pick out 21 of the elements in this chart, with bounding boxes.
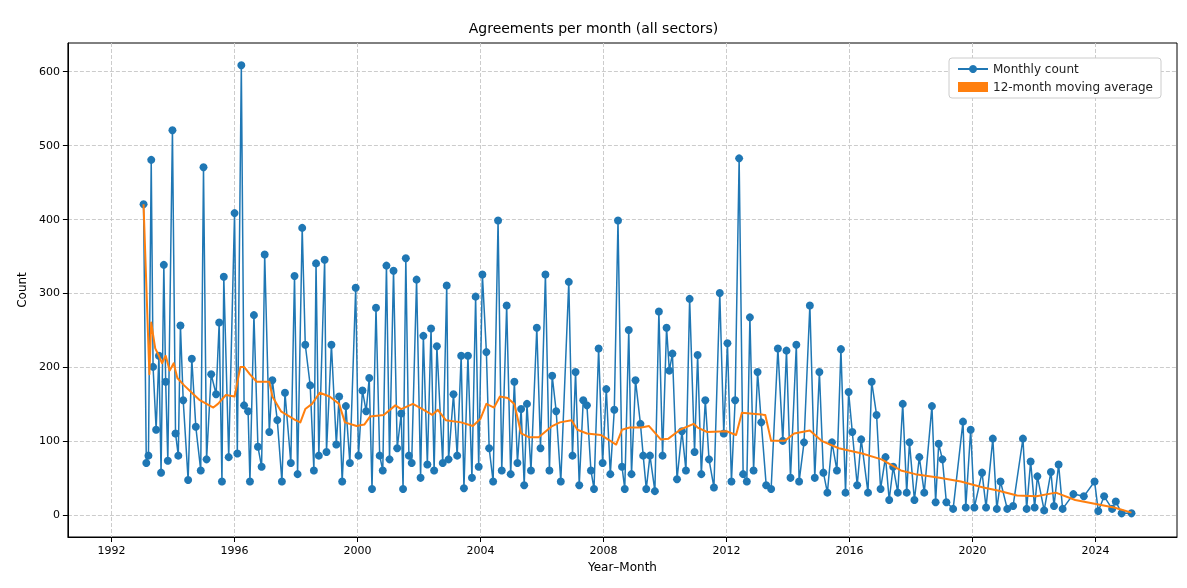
x-tick-label: 2024: [1081, 544, 1110, 557]
x-tick-label: 2020: [958, 544, 987, 557]
y-tick-label: 200: [38, 360, 60, 374]
x-tick-label: 2012: [712, 544, 741, 557]
y-tick-label: 300: [38, 286, 60, 300]
y-tick-label: 500: [38, 138, 60, 152]
x-tick-label: 2000: [343, 544, 372, 557]
legend-label: Monthly count: [993, 62, 1080, 76]
y-tick-label: 600: [38, 64, 60, 78]
x-axis-title: Year–Month: [586, 560, 657, 574]
x-tick-label: 2004: [466, 544, 495, 557]
y-tick-label: 100: [38, 434, 60, 448]
x-tick-label: 2016: [835, 544, 864, 557]
x-tick-label: 2008: [589, 544, 618, 557]
legend-label: 12-month moving average: [993, 80, 1154, 94]
y-tick-label: 400: [38, 212, 60, 226]
x-tick-label: 1992: [97, 544, 126, 557]
y-tick-label: 0: [52, 508, 60, 522]
y-axis-title: Count: [15, 271, 29, 308]
x-tick-label: 1996: [220, 544, 249, 557]
chart-title: Agreements per month (all sectors): [468, 20, 719, 36]
